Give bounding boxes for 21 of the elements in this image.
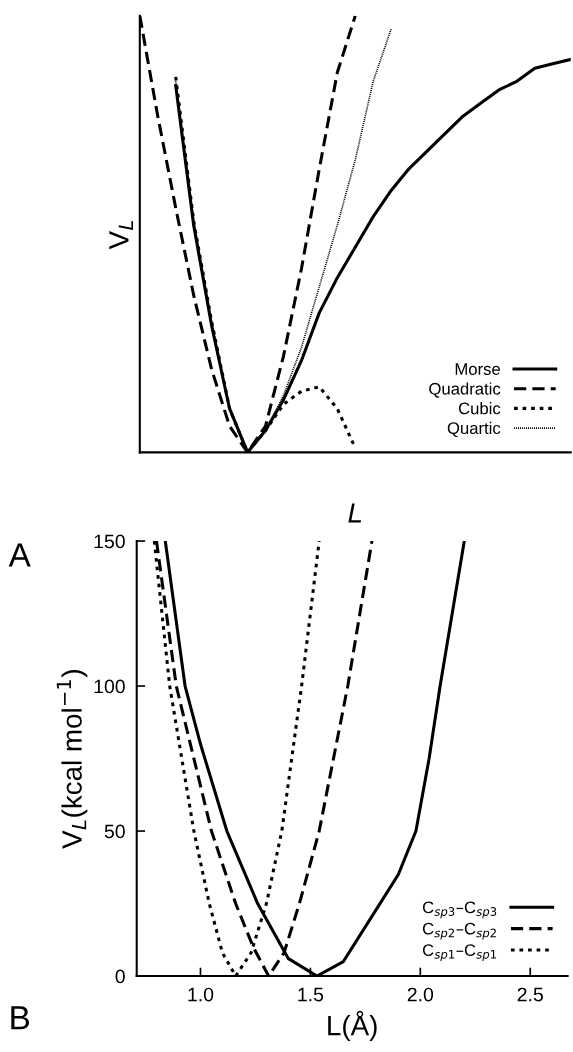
x-tick-label: 2.5 <box>517 987 543 1002</box>
legend-label: C$_{sp2}$–C$_{sp2}$ <box>422 922 496 940</box>
legend-label: C$_{sp3}$–C$_{sp3}$ <box>422 901 497 919</box>
y-axis-title: V$_{L}$(kcal mol$^{−1}$) <box>56 670 88 849</box>
y-axis-title: V$_{L}$ <box>109 220 133 250</box>
legend-label: Cubic <box>458 402 501 415</box>
legend-label: Quartic <box>447 421 501 438</box>
y-tick-label: 50 <box>104 824 125 839</box>
y-tick-label: 100 <box>94 679 125 694</box>
y-tick-label: 0 <box>115 969 125 984</box>
x-tick-label: 1.5 <box>298 987 324 1002</box>
text: A <box>8 543 31 567</box>
text: B <box>11 1006 30 1030</box>
legend-label: C$_{sp1}$–C$_{sp1}$ <box>422 944 497 962</box>
legend-label: Quadratic <box>429 382 501 398</box>
x-axis-title: L(Å) <box>328 1010 377 1041</box>
legend-label: Morse <box>455 363 500 375</box>
x-tick-label: 1.0 <box>188 987 214 1002</box>
x-axis-title: L <box>348 503 362 523</box>
x-tick-label: 2.0 <box>407 987 434 1002</box>
y-tick-label: 150 <box>94 534 125 549</box>
